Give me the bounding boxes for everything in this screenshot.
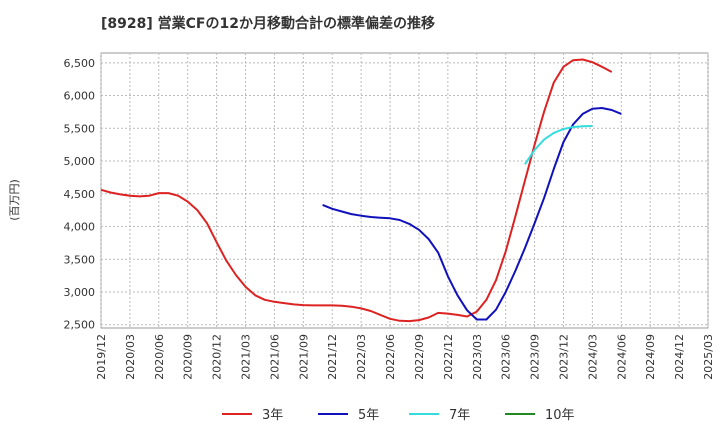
x-axis-ticks: 2019/12 2020/03 2020/06 2020/09 2020/12 2021/… xyxy=(95,334,715,380)
x-tick-label: 2023/06 xyxy=(500,334,513,380)
x-tick-label: 2020/03 xyxy=(124,334,137,380)
series-line-7年 xyxy=(524,125,593,165)
legend-label: 3年 xyxy=(262,408,283,423)
legend-item: 7年 xyxy=(409,408,470,423)
legend: 3年 5年 7年 10年 xyxy=(222,408,575,423)
x-tick-label: 2022/03 xyxy=(355,334,368,380)
x-tick-label: 2024/12 xyxy=(673,334,686,380)
x-tick-label: 2021/12 xyxy=(326,334,339,380)
x-tick-label: 2021/03 xyxy=(240,334,253,380)
x-tick-label: 2023/09 xyxy=(529,334,542,380)
legend-label: 5年 xyxy=(358,408,379,423)
x-tick-label: 2020/12 xyxy=(211,334,224,380)
legend-item: 5年 xyxy=(318,408,379,423)
y-tick-label: 6,000 xyxy=(64,90,96,103)
x-tick-label: 2024/06 xyxy=(615,334,628,380)
x-tick-label: 2020/09 xyxy=(182,334,195,380)
x-tick-label: 2021/06 xyxy=(268,334,281,380)
series-lines xyxy=(100,58,622,323)
y-axis-label: (百万円) xyxy=(8,179,21,221)
series-line-3年 xyxy=(100,58,613,323)
legend-label: 7年 xyxy=(449,408,470,423)
y-tick-label: 5,000 xyxy=(64,155,96,168)
x-tick-label: 2020/06 xyxy=(153,334,166,380)
x-tick-label: 2025/03 xyxy=(702,334,715,380)
x-tick-label: 2021/09 xyxy=(297,334,310,380)
y-tick-label: 6,500 xyxy=(64,57,96,70)
plot-area xyxy=(100,52,709,329)
x-tick-label: 2024/03 xyxy=(586,334,599,380)
x-tick-label: 2022/12 xyxy=(442,334,455,380)
x-tick-label: 2022/06 xyxy=(384,334,397,380)
y-tick-label: 5,500 xyxy=(64,122,96,135)
legend-item: 3年 xyxy=(222,408,283,423)
x-tick-label: 2024/09 xyxy=(644,334,657,380)
y-tick-label: 3,500 xyxy=(64,253,96,266)
grid xyxy=(100,53,709,328)
chart-title: [8928] 営業CFの12か月移動合計の標準偏差の推移 xyxy=(101,15,435,32)
legend-item: 10年 xyxy=(505,408,575,423)
y-tick-label: 4,500 xyxy=(64,188,96,201)
x-tick-label: 2019/12 xyxy=(95,334,108,380)
y-tick-label: 4,000 xyxy=(64,221,96,234)
x-tick-label: 2022/09 xyxy=(413,334,426,380)
x-tick-label: 2023/12 xyxy=(557,334,570,380)
y-tick-label: 3,000 xyxy=(64,286,96,299)
x-tick-label: 2023/03 xyxy=(471,334,484,380)
legend-label: 10年 xyxy=(545,408,575,423)
y-tick-label: 2,500 xyxy=(64,319,96,332)
y-axis-ticks: 2,500 3,000 3,500 4,000 4,500 5,000 5,500 6,000… xyxy=(64,57,96,332)
